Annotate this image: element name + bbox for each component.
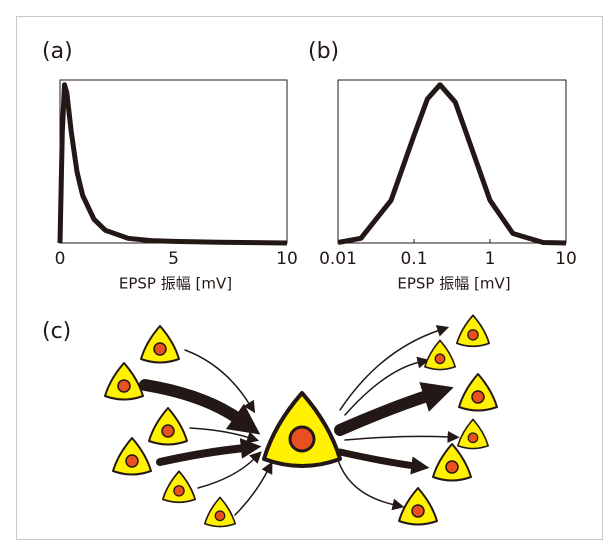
network-diagram <box>139 325 460 516</box>
curve <box>57 82 288 246</box>
plot-area <box>337 79 567 244</box>
neurons <box>104 314 498 528</box>
x-tick-label: 1 <box>485 249 496 269</box>
x-tick-label: 10 <box>555 249 577 269</box>
x-tick-label: 0 <box>55 249 66 269</box>
x-axis-label: EPSP 振幅 [mV] <box>397 275 510 293</box>
panel-title: (b) <box>308 39 339 64</box>
x-tick-label: 10 <box>276 249 298 269</box>
x-tick-label: 5 <box>168 249 179 269</box>
x-axis-label: EPSP 振幅 [mV] <box>119 275 232 293</box>
x-tick-label: 0.1 <box>400 249 427 269</box>
frame <box>16 16 603 540</box>
panel-title: (a) <box>42 39 73 64</box>
panel-label: (c) <box>42 319 71 344</box>
curve <box>337 82 567 246</box>
x-tick-label: 0.01 <box>319 249 357 269</box>
